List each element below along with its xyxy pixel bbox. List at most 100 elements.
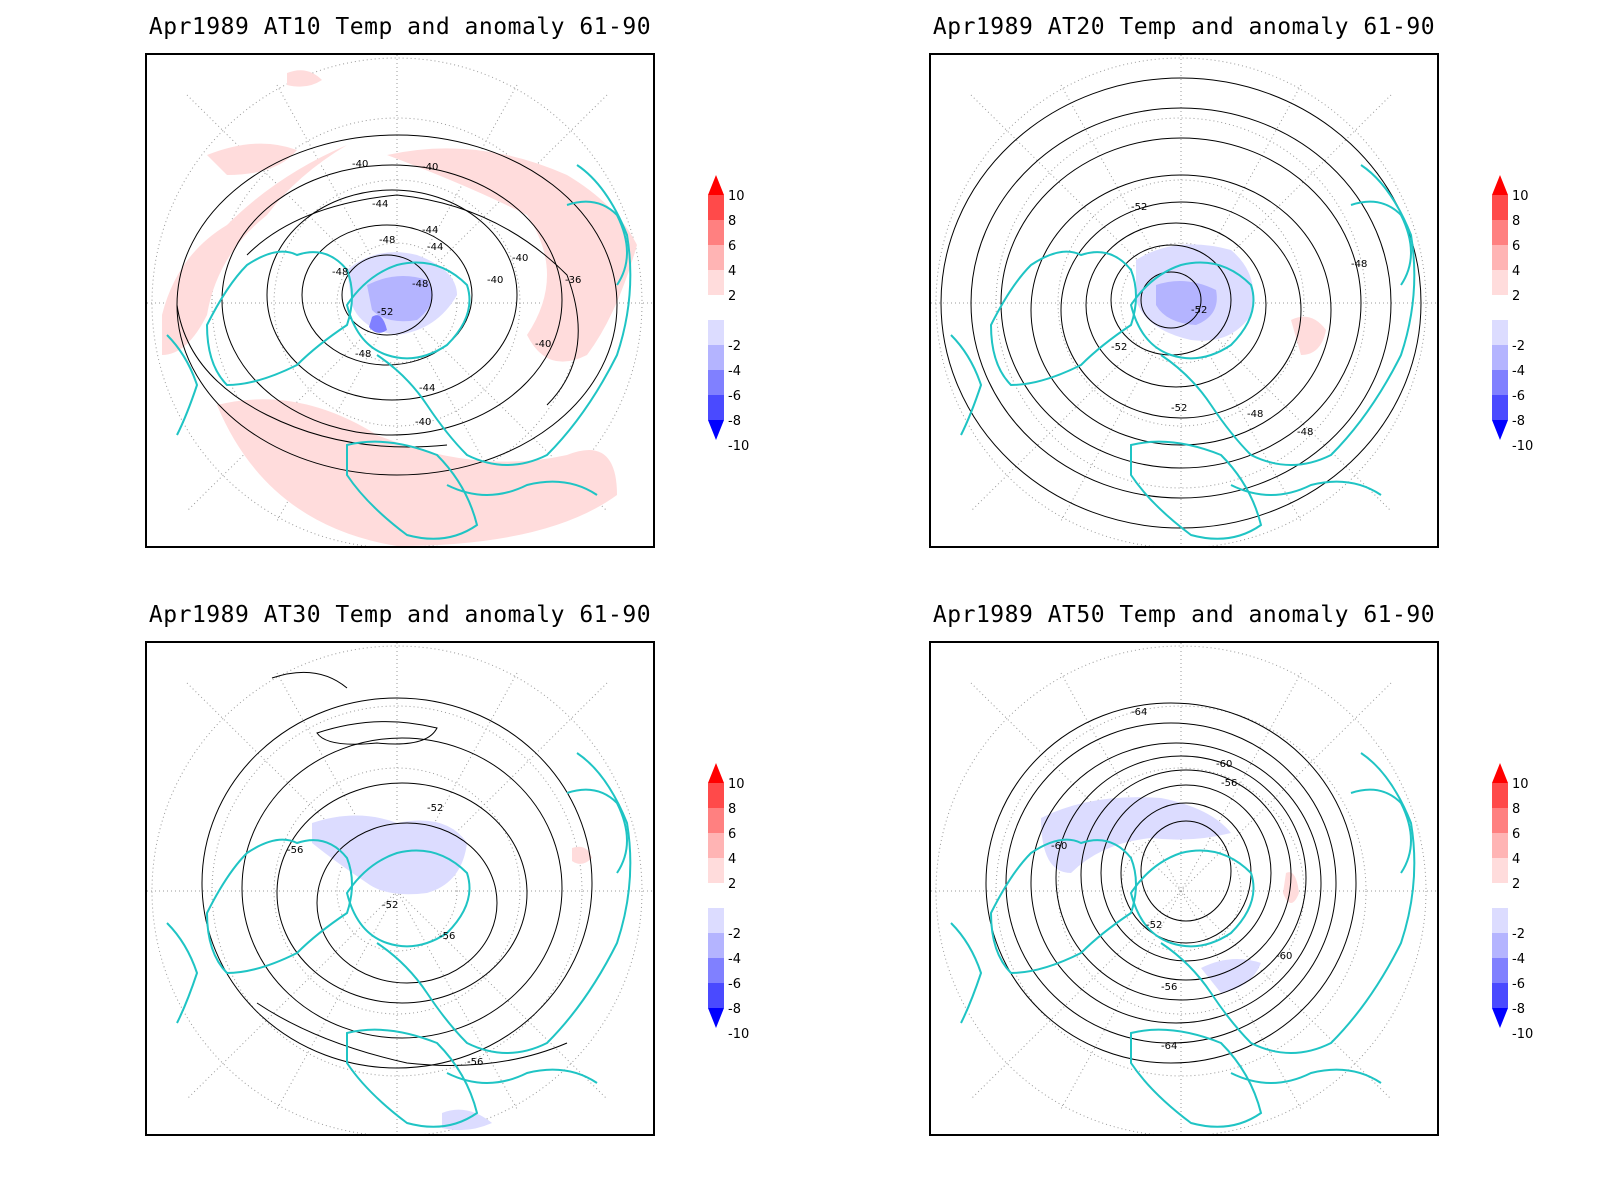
- colorbar-segment: [708, 395, 724, 420]
- colorbar-segment: [1492, 808, 1508, 833]
- colorbar-segment: [1492, 295, 1508, 320]
- svg-text:-56: -56: [467, 1057, 483, 1068]
- colorbar-tick-label: -8: [728, 1002, 741, 1017]
- svg-text:-64: -64: [1161, 1041, 1177, 1052]
- svg-text:-56: -56: [1221, 778, 1237, 789]
- colorbar-tick-label: 4: [728, 264, 736, 279]
- colorbar-tick-label: 2: [1512, 289, 1520, 304]
- colorbar-segment: [708, 345, 724, 370]
- panel-title: Apr1989 AT10 Temp and anomaly 61-90: [148, 14, 652, 40]
- temperature-contours: [201, 671, 593, 1069]
- colorbar-tick-label: 10: [1512, 777, 1529, 792]
- colorbar-tick-label: -4: [1512, 952, 1525, 967]
- coastlines: [166, 752, 632, 1128]
- colorbar-tick-label: -6: [728, 977, 741, 992]
- colorbar-tick-label: 6: [1512, 239, 1520, 254]
- svg-text:-40: -40: [415, 417, 431, 428]
- colorbar-segment: [1492, 320, 1508, 345]
- colorbar-tick-label: -10: [1512, 439, 1533, 454]
- colorbar-arrow-bottom: [708, 420, 724, 440]
- colorbar-segment: [1492, 270, 1508, 295]
- colorbar-tick-label: 10: [1512, 189, 1529, 204]
- warm-anomaly: [572, 846, 592, 864]
- svg-text:-48: -48: [1351, 259, 1367, 270]
- colorbar-tick-label: -2: [1512, 927, 1525, 942]
- svg-text:-52: -52: [382, 900, 398, 911]
- colorbar-tick-label: -10: [728, 1027, 749, 1042]
- colorbar-segment: [1492, 933, 1508, 958]
- colorbar-tick-label: -4: [728, 952, 741, 967]
- colorbar-segment: [708, 908, 724, 933]
- polar-map: -64 -60 -56 -60 -52 -60 -56 -64: [929, 641, 1439, 1136]
- colorbar-segment: [708, 983, 724, 1008]
- colorbar-tick-label: 2: [1512, 877, 1520, 892]
- colorbar-segment: [1492, 958, 1508, 983]
- warm-anomaly: [1283, 872, 1299, 903]
- colorbar-segment: [1492, 220, 1508, 245]
- cold-anomaly: [347, 252, 457, 335]
- graticule: [931, 643, 1437, 1134]
- svg-text:-40: -40: [422, 162, 438, 173]
- warm-anomaly: [1291, 316, 1326, 355]
- colorbar-tick-label: -4: [728, 364, 741, 379]
- colorbar-segment: [708, 958, 724, 983]
- colorbar-tick-label: 8: [1512, 214, 1520, 229]
- svg-text:-64: -64: [1131, 707, 1147, 718]
- contour-labels: -64 -60 -56 -60 -52 -60 -56 -64: [1051, 707, 1292, 1052]
- colorbar-segment: [708, 808, 724, 833]
- colorbar-tick-label: 4: [1512, 264, 1520, 279]
- colorbar-tick-label: -2: [728, 339, 741, 354]
- polar-map: -40 -40 -44 -44 -44 -48 -48 -48 -40 -40 …: [145, 53, 655, 548]
- colorbar-arrow-top: [1492, 175, 1508, 195]
- polar-map: -52 -48 -52 -52 -52 -48 -48: [929, 53, 1439, 548]
- svg-text:-52: -52: [427, 803, 443, 814]
- colorbar-tick-label: 6: [728, 827, 736, 842]
- panel-title: Apr1989 AT20 Temp and anomaly 61-90: [932, 14, 1436, 40]
- colorbar: 10 8 6 4 2 -2 -4 -6 -8 -10: [1484, 763, 1564, 1053]
- colorbar-segment: [1492, 395, 1508, 420]
- colorbar-tick-label: -4: [1512, 364, 1525, 379]
- contour-labels: -40 -40 -44 -44 -44 -48 -48 -48 -40 -40 …: [332, 159, 581, 428]
- svg-text:-40: -40: [535, 339, 551, 350]
- colorbar-tick-label: 4: [1512, 852, 1520, 867]
- colorbar-tick-label: 2: [728, 289, 736, 304]
- colorbar-arrow-bottom: [1492, 1008, 1508, 1028]
- colorbar-segment: [1492, 345, 1508, 370]
- colorbar-segment: [1492, 370, 1508, 395]
- svg-text:-56: -56: [439, 931, 455, 942]
- colorbar-arrow-bottom: [708, 1008, 724, 1028]
- panel-title: Apr1989 AT50 Temp and anomaly 61-90: [932, 602, 1436, 628]
- colorbar-tick-label: 2: [728, 877, 736, 892]
- colorbar-segment: [708, 270, 724, 295]
- colorbar-tick-label: 4: [728, 852, 736, 867]
- svg-text:-36: -36: [565, 275, 581, 286]
- panel-title: Apr1989 AT30 Temp and anomaly 61-90: [148, 602, 652, 628]
- colorbar-segment: [708, 195, 724, 220]
- coastlines: [950, 752, 1416, 1128]
- cold-anomaly: [1041, 797, 1261, 993]
- colorbar-segment: [1492, 783, 1508, 808]
- colorbar-tick-label: -6: [728, 389, 741, 404]
- svg-text:-40: -40: [487, 275, 503, 286]
- colorbar-tick-label: -2: [1512, 339, 1525, 354]
- colorbar-tick-label: -10: [728, 439, 749, 454]
- svg-text:-48: -48: [355, 349, 371, 360]
- colorbar-segment: [708, 833, 724, 858]
- colorbar: 10 8 6 4 2 -2 -4 -6 -8 -10: [1484, 175, 1564, 465]
- svg-text:-48: -48: [1247, 409, 1263, 420]
- svg-text:-60: -60: [1216, 759, 1232, 770]
- colorbar: 10 8 6 4 2 -2 -4 -6 -8 -10: [700, 175, 780, 465]
- colorbar-segment: [708, 858, 724, 883]
- polar-map: -52 -56 -52 -56 -56: [145, 641, 655, 1136]
- colorbar-tick-label: 10: [728, 189, 745, 204]
- svg-text:-52: -52: [1191, 305, 1207, 316]
- colorbar-tick-label: 8: [1512, 802, 1520, 817]
- svg-text:-44: -44: [427, 242, 443, 253]
- colorbar-tick-label: -2: [728, 927, 741, 942]
- panel-at20: Apr1989 AT20 Temp and anomaly 61-90: [784, 0, 1584, 600]
- colorbar-arrow-top: [708, 763, 724, 783]
- panel-at10: Apr1989 AT10 Temp and anomaly 61-90: [0, 0, 800, 600]
- coastlines: [950, 164, 1416, 540]
- colorbar-tick-label: 6: [1512, 827, 1520, 842]
- colorbar-tick-label: -8: [1512, 414, 1525, 429]
